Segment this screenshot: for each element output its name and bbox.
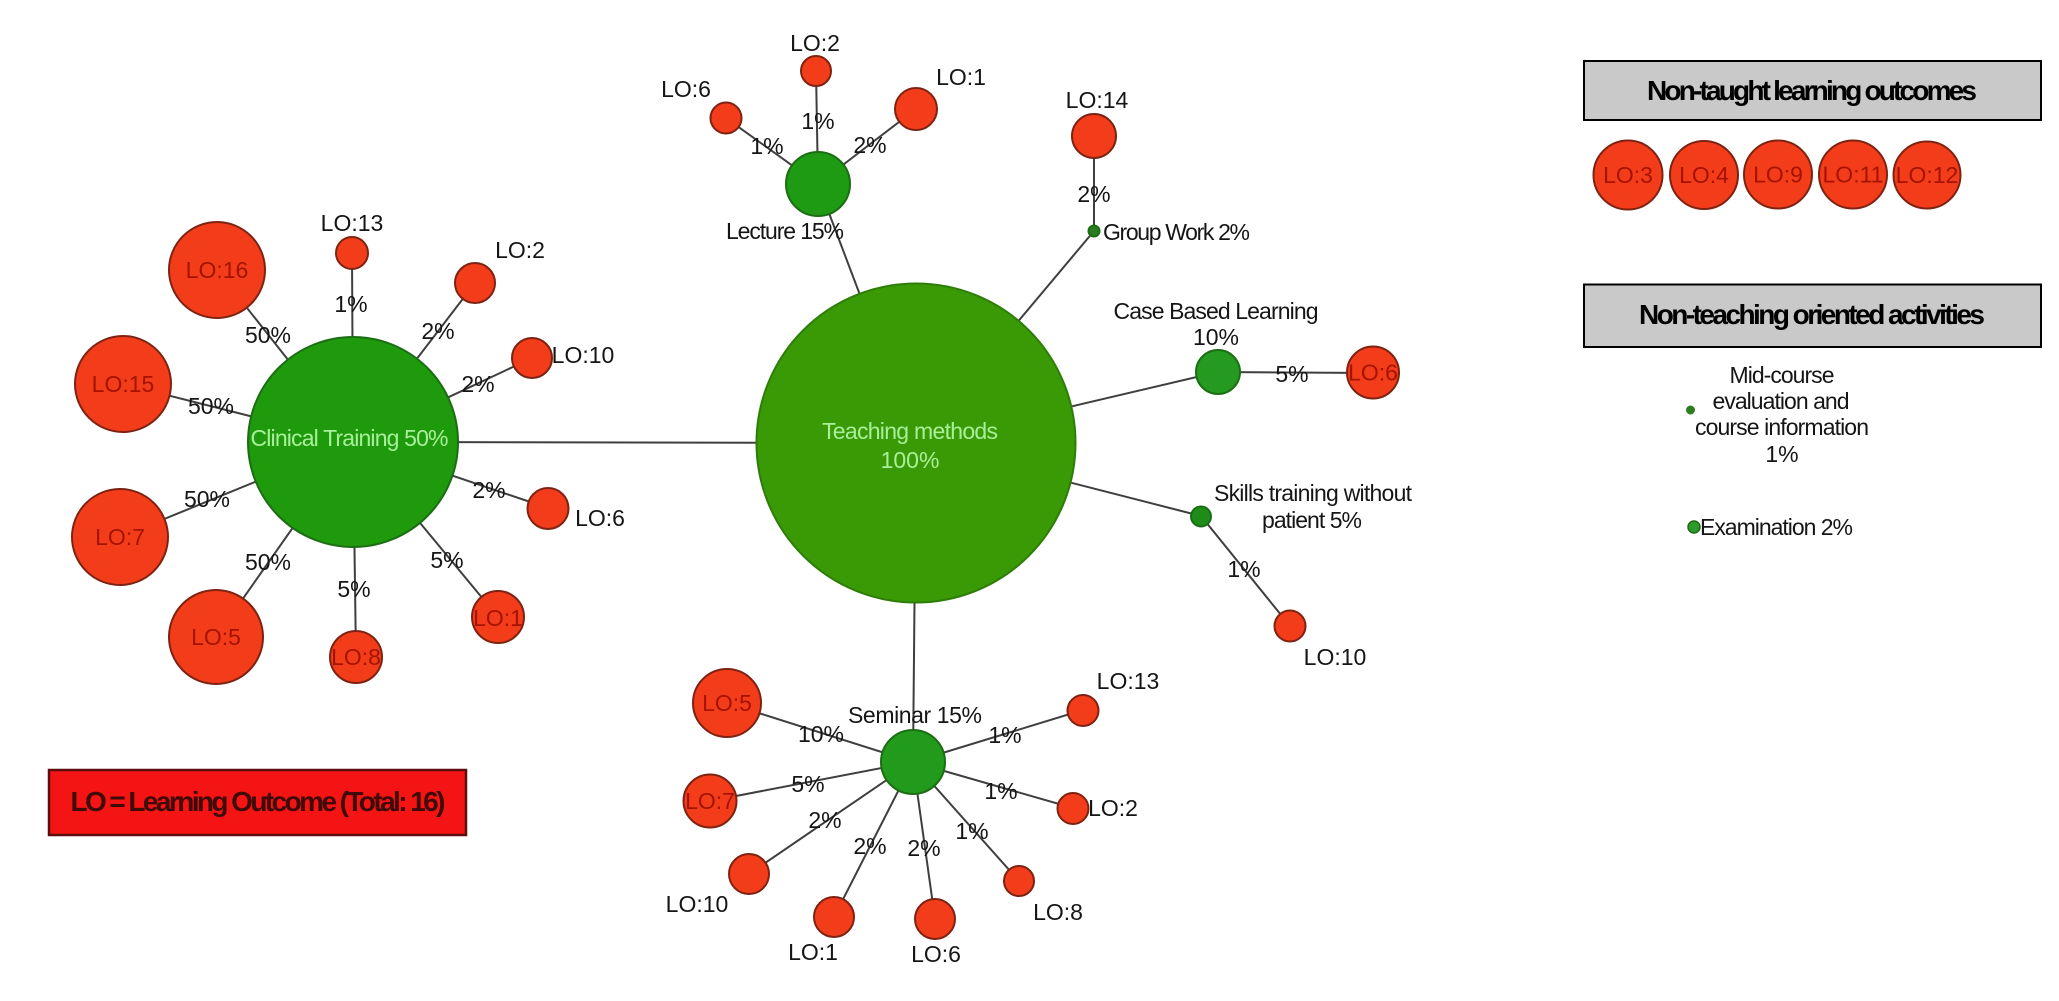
svg-text:Non-teaching oriented activiti: Non-teaching oriented activities [1639,299,1985,330]
svg-text:1%: 1% [801,108,834,134]
svg-text:LO:12: LO:12 [1896,162,1959,188]
svg-text:LO:10: LO:10 [1304,644,1367,670]
svg-text:LO:6: LO:6 [575,505,625,531]
svg-text:evaluation and: evaluation and [1713,388,1850,414]
svg-text:Case Based Learning: Case Based Learning [1114,298,1319,324]
svg-text:5%: 5% [337,576,370,602]
svg-text:LO:8: LO:8 [331,644,381,670]
svg-text:50%: 50% [245,549,291,575]
svg-text:Seminar 15%: Seminar 15% [848,702,982,728]
svg-text:LO:5: LO:5 [702,690,752,716]
svg-text:LO:5: LO:5 [191,624,241,650]
svg-text:2%: 2% [472,477,505,503]
svg-text:50%: 50% [184,486,230,512]
svg-text:Group Work 2%: Group Work 2% [1103,219,1250,245]
svg-text:LO:1: LO:1 [936,64,986,90]
svg-text:50%: 50% [188,393,234,419]
svg-text:LO:1: LO:1 [473,605,523,631]
svg-text:LO:16: LO:16 [186,257,249,283]
svg-text:1%: 1% [334,291,367,317]
svg-text:Examination 2%: Examination 2% [1700,514,1853,540]
svg-text:1%: 1% [1227,556,1260,582]
svg-text:10%: 10% [1193,324,1239,350]
svg-text:Clinical Training 50%: Clinical Training 50% [251,425,449,451]
svg-text:Teaching methods: Teaching methods [822,418,998,444]
svg-text:5%: 5% [1275,361,1308,387]
svg-text:LO:15: LO:15 [92,371,155,397]
svg-text:5%: 5% [430,547,463,573]
svg-text:LO:11: LO:11 [1823,162,1884,188]
svg-text:LO:10: LO:10 [666,891,729,917]
svg-text:2%: 2% [808,807,841,833]
svg-text:LO:13: LO:13 [321,210,384,236]
svg-text:1%: 1% [750,133,783,159]
svg-text:LO:7: LO:7 [95,524,145,550]
svg-text:Mid-course: Mid-course [1730,362,1835,388]
svg-text:LO:6: LO:6 [911,941,961,967]
svg-text:LO:2: LO:2 [790,30,840,56]
svg-text:50%: 50% [245,322,291,348]
svg-text:2%: 2% [1077,181,1110,207]
svg-text:LO:2: LO:2 [495,237,545,263]
svg-text:2%: 2% [461,371,494,397]
svg-text:LO:4: LO:4 [1679,162,1729,188]
svg-text:1%: 1% [984,778,1017,804]
svg-text:100%: 100% [881,447,940,473]
svg-text:2%: 2% [421,318,454,344]
svg-text:Non-taught learning outcomes: Non-taught learning outcomes [1647,75,1977,106]
svg-text:LO:7: LO:7 [685,788,735,814]
svg-text:LO:3: LO:3 [1603,162,1653,188]
svg-text:2%: 2% [853,833,886,859]
svg-text:LO = Learning Outcome (Total:: LO = Learning Outcome (Total: 16) [71,786,446,817]
svg-text:patient 5%: patient 5% [1262,507,1362,533]
svg-text:Lecture 15%: Lecture 15% [726,218,844,244]
svg-text:course information: course information [1695,414,1869,440]
svg-text:LO:9: LO:9 [1753,162,1803,188]
svg-text:LO:8: LO:8 [1033,899,1083,925]
svg-text:Skills training without: Skills training without [1214,480,1413,506]
svg-text:1%: 1% [988,722,1021,748]
svg-text:1%: 1% [955,818,988,844]
svg-text:LO:2: LO:2 [1088,795,1138,821]
svg-text:LO:13: LO:13 [1097,668,1160,694]
svg-text:LO:6: LO:6 [1348,360,1398,386]
svg-text:2%: 2% [853,132,886,158]
svg-text:10%: 10% [798,721,844,747]
svg-text:2%: 2% [907,835,940,861]
svg-text:LO:14: LO:14 [1066,87,1129,113]
svg-text:1%: 1% [1765,441,1798,467]
svg-text:LO:1: LO:1 [788,939,838,965]
svg-text:5%: 5% [791,771,824,797]
svg-text:LO:10: LO:10 [552,342,615,368]
svg-text:LO:6: LO:6 [661,76,711,102]
